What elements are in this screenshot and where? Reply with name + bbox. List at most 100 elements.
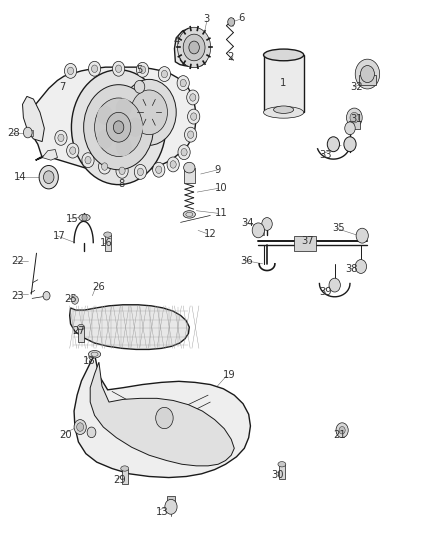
- Circle shape: [152, 163, 165, 177]
- Circle shape: [95, 98, 143, 157]
- Polygon shape: [29, 67, 196, 172]
- Text: 19: 19: [223, 370, 236, 381]
- Text: 12: 12: [204, 229, 216, 239]
- Circle shape: [181, 149, 187, 156]
- Circle shape: [87, 427, 96, 438]
- Bar: [78, 327, 84, 342]
- Circle shape: [180, 79, 186, 87]
- Circle shape: [67, 67, 74, 75]
- Circle shape: [178, 145, 190, 160]
- Circle shape: [71, 70, 166, 184]
- Circle shape: [23, 127, 32, 138]
- Circle shape: [189, 41, 199, 54]
- Circle shape: [131, 90, 167, 135]
- Circle shape: [158, 67, 170, 82]
- Ellipse shape: [104, 232, 112, 237]
- Bar: [294, 236, 316, 251]
- Circle shape: [356, 228, 368, 243]
- Text: 6: 6: [239, 13, 245, 23]
- Text: 34: 34: [242, 218, 254, 228]
- Text: 2: 2: [228, 52, 234, 61]
- Text: 32: 32: [350, 82, 363, 92]
- Circle shape: [327, 137, 339, 152]
- Circle shape: [88, 61, 101, 76]
- Text: 10: 10: [215, 183, 227, 193]
- Bar: [25, 130, 32, 136]
- Circle shape: [43, 171, 54, 183]
- Text: 7: 7: [60, 82, 66, 92]
- Text: 17: 17: [53, 231, 66, 241]
- Ellipse shape: [121, 466, 129, 471]
- Circle shape: [187, 131, 194, 139]
- Text: 5: 5: [136, 65, 142, 75]
- Circle shape: [140, 66, 146, 74]
- Text: 29: 29: [113, 475, 126, 485]
- Bar: [184, 167, 195, 182]
- Text: 26: 26: [92, 282, 105, 292]
- Circle shape: [329, 278, 340, 292]
- Ellipse shape: [88, 351, 101, 358]
- Ellipse shape: [184, 163, 195, 173]
- Ellipse shape: [79, 214, 90, 221]
- Bar: [279, 464, 285, 479]
- Circle shape: [360, 66, 374, 83]
- Circle shape: [113, 121, 124, 134]
- Circle shape: [187, 90, 199, 105]
- Circle shape: [167, 157, 179, 172]
- Text: 21: 21: [333, 430, 346, 440]
- Ellipse shape: [78, 325, 85, 330]
- Circle shape: [165, 499, 177, 514]
- Circle shape: [85, 157, 91, 164]
- Polygon shape: [180, 31, 205, 66]
- Text: 14: 14: [14, 172, 26, 182]
- Circle shape: [70, 147, 76, 155]
- Text: 9: 9: [215, 165, 221, 175]
- Text: 39: 39: [319, 287, 332, 297]
- Text: 30: 30: [272, 470, 284, 480]
- Circle shape: [355, 260, 367, 273]
- Text: 8: 8: [119, 179, 125, 189]
- Circle shape: [97, 106, 113, 125]
- Circle shape: [262, 217, 272, 230]
- Bar: [122, 469, 128, 484]
- Text: 23: 23: [12, 290, 24, 301]
- Circle shape: [43, 292, 50, 300]
- Circle shape: [344, 137, 356, 152]
- Circle shape: [155, 407, 173, 429]
- Circle shape: [155, 166, 162, 173]
- Circle shape: [119, 167, 125, 174]
- Text: 13: 13: [155, 507, 168, 517]
- Bar: [349, 121, 360, 130]
- Polygon shape: [90, 362, 234, 466]
- Ellipse shape: [183, 211, 195, 218]
- Circle shape: [134, 165, 147, 179]
- Circle shape: [67, 143, 79, 158]
- Circle shape: [138, 168, 144, 175]
- Text: 25: 25: [64, 294, 77, 304]
- Circle shape: [64, 63, 77, 78]
- Circle shape: [82, 214, 87, 221]
- Circle shape: [228, 18, 235, 26]
- Circle shape: [137, 62, 149, 77]
- Ellipse shape: [274, 106, 293, 114]
- Polygon shape: [174, 28, 208, 67]
- Circle shape: [355, 59, 380, 89]
- Circle shape: [183, 34, 205, 61]
- Polygon shape: [22, 96, 44, 142]
- Circle shape: [97, 130, 113, 149]
- Circle shape: [190, 94, 196, 101]
- Circle shape: [127, 118, 143, 137]
- Text: 37: 37: [301, 236, 314, 246]
- Circle shape: [116, 164, 128, 178]
- Ellipse shape: [264, 107, 304, 118]
- Circle shape: [102, 163, 108, 170]
- Circle shape: [113, 61, 125, 76]
- Text: 22: 22: [12, 256, 25, 266]
- Text: 35: 35: [332, 223, 345, 233]
- Circle shape: [84, 85, 153, 169]
- Bar: [264, 55, 304, 112]
- Circle shape: [184, 127, 197, 142]
- Circle shape: [191, 113, 197, 120]
- Circle shape: [161, 70, 167, 78]
- Text: 11: 11: [215, 208, 227, 219]
